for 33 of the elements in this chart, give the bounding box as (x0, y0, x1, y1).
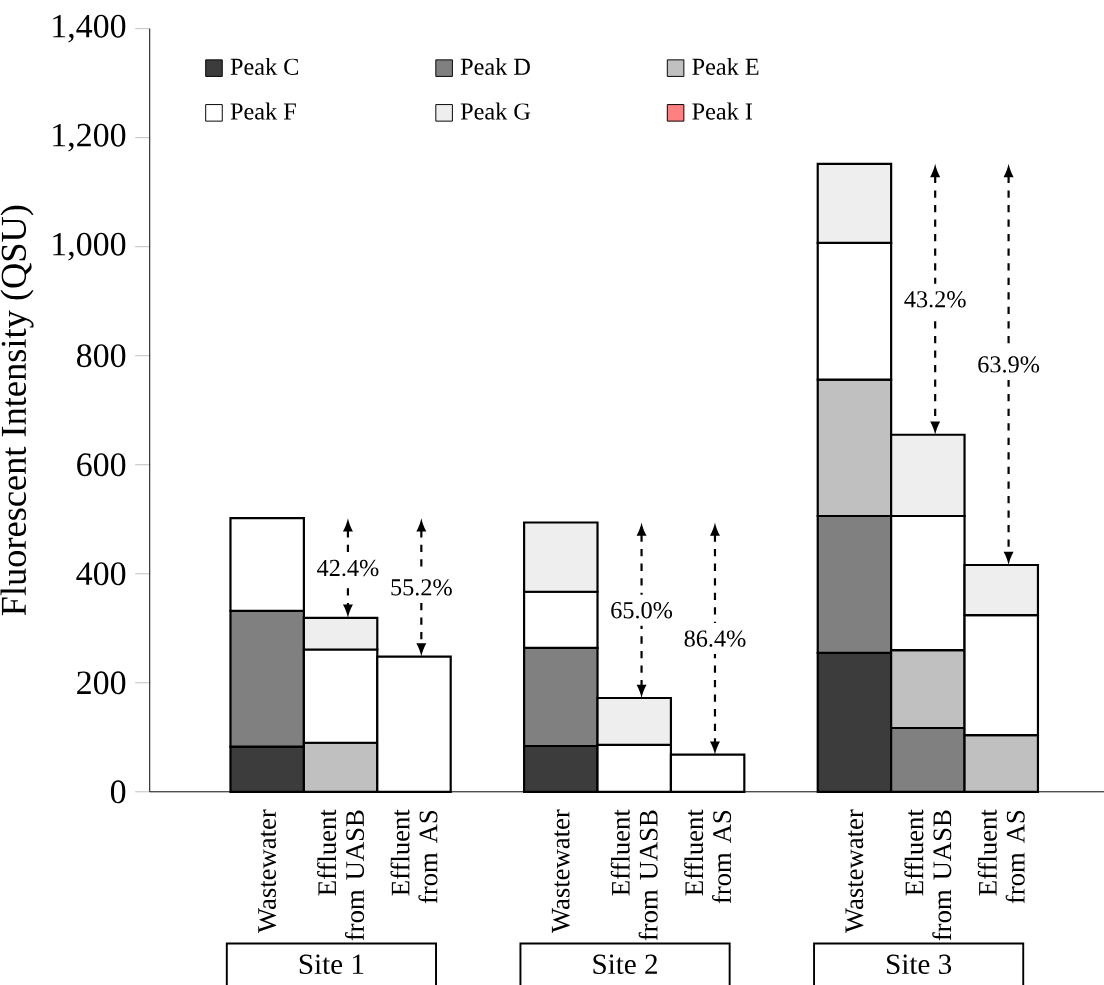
annotation: 86.4% (684, 630, 746, 647)
x-tick-label: Effluent from AS (390, 809, 438, 904)
y-axis-title: Fluorescent Intensity (QSU) (0, 205, 34, 616)
y-tick-label: 400 (76, 562, 126, 586)
text: Site 1 (299, 954, 364, 975)
text: Site 3 (887, 954, 952, 975)
y-tick-label: 1,000 (53, 232, 126, 261)
y-tick-label: 1,200 (53, 123, 126, 152)
y-tick-label: 800 (76, 344, 126, 368)
x-tick-label: Wastewater (845, 809, 864, 933)
x-tick-label: Wastewater (551, 809, 570, 933)
y-tick-label: 1,400 (53, 14, 126, 43)
y-tick-label: 600 (77, 453, 126, 477)
annotation: 42.4% (317, 559, 379, 577)
x-tick-label: Effluent from UASB (904, 809, 952, 941)
text: Site 2 (593, 954, 657, 975)
legend-label: Peak E (692, 57, 759, 75)
x-tick-label: Wastewater (258, 809, 277, 933)
x-tick-label: Effluent from UASB (317, 809, 365, 941)
annotation: 55.2% (391, 579, 452, 596)
legend-label: Peak G (460, 102, 531, 120)
annotation: 65.0% (611, 602, 673, 619)
y-tick-label: 200 (77, 671, 126, 695)
annotation: 43.2% (904, 291, 966, 308)
legend-label: Peak D (460, 57, 530, 75)
x-tick-label: Effluent from UASB (610, 809, 658, 941)
x-tick-label: Effluent from AS (684, 809, 732, 904)
legend-label: Peak F (230, 102, 296, 120)
y-tick-label: 0 (110, 780, 126, 804)
legend-label: Peak I (692, 102, 753, 120)
x-tick-label: Effluent from AS (977, 809, 1025, 904)
annotation: 63.9% (978, 356, 1040, 373)
legend-label: Peak C (230, 57, 299, 75)
